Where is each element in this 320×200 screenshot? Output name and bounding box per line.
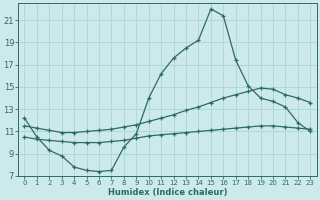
- X-axis label: Humidex (Indice chaleur): Humidex (Indice chaleur): [108, 188, 227, 197]
